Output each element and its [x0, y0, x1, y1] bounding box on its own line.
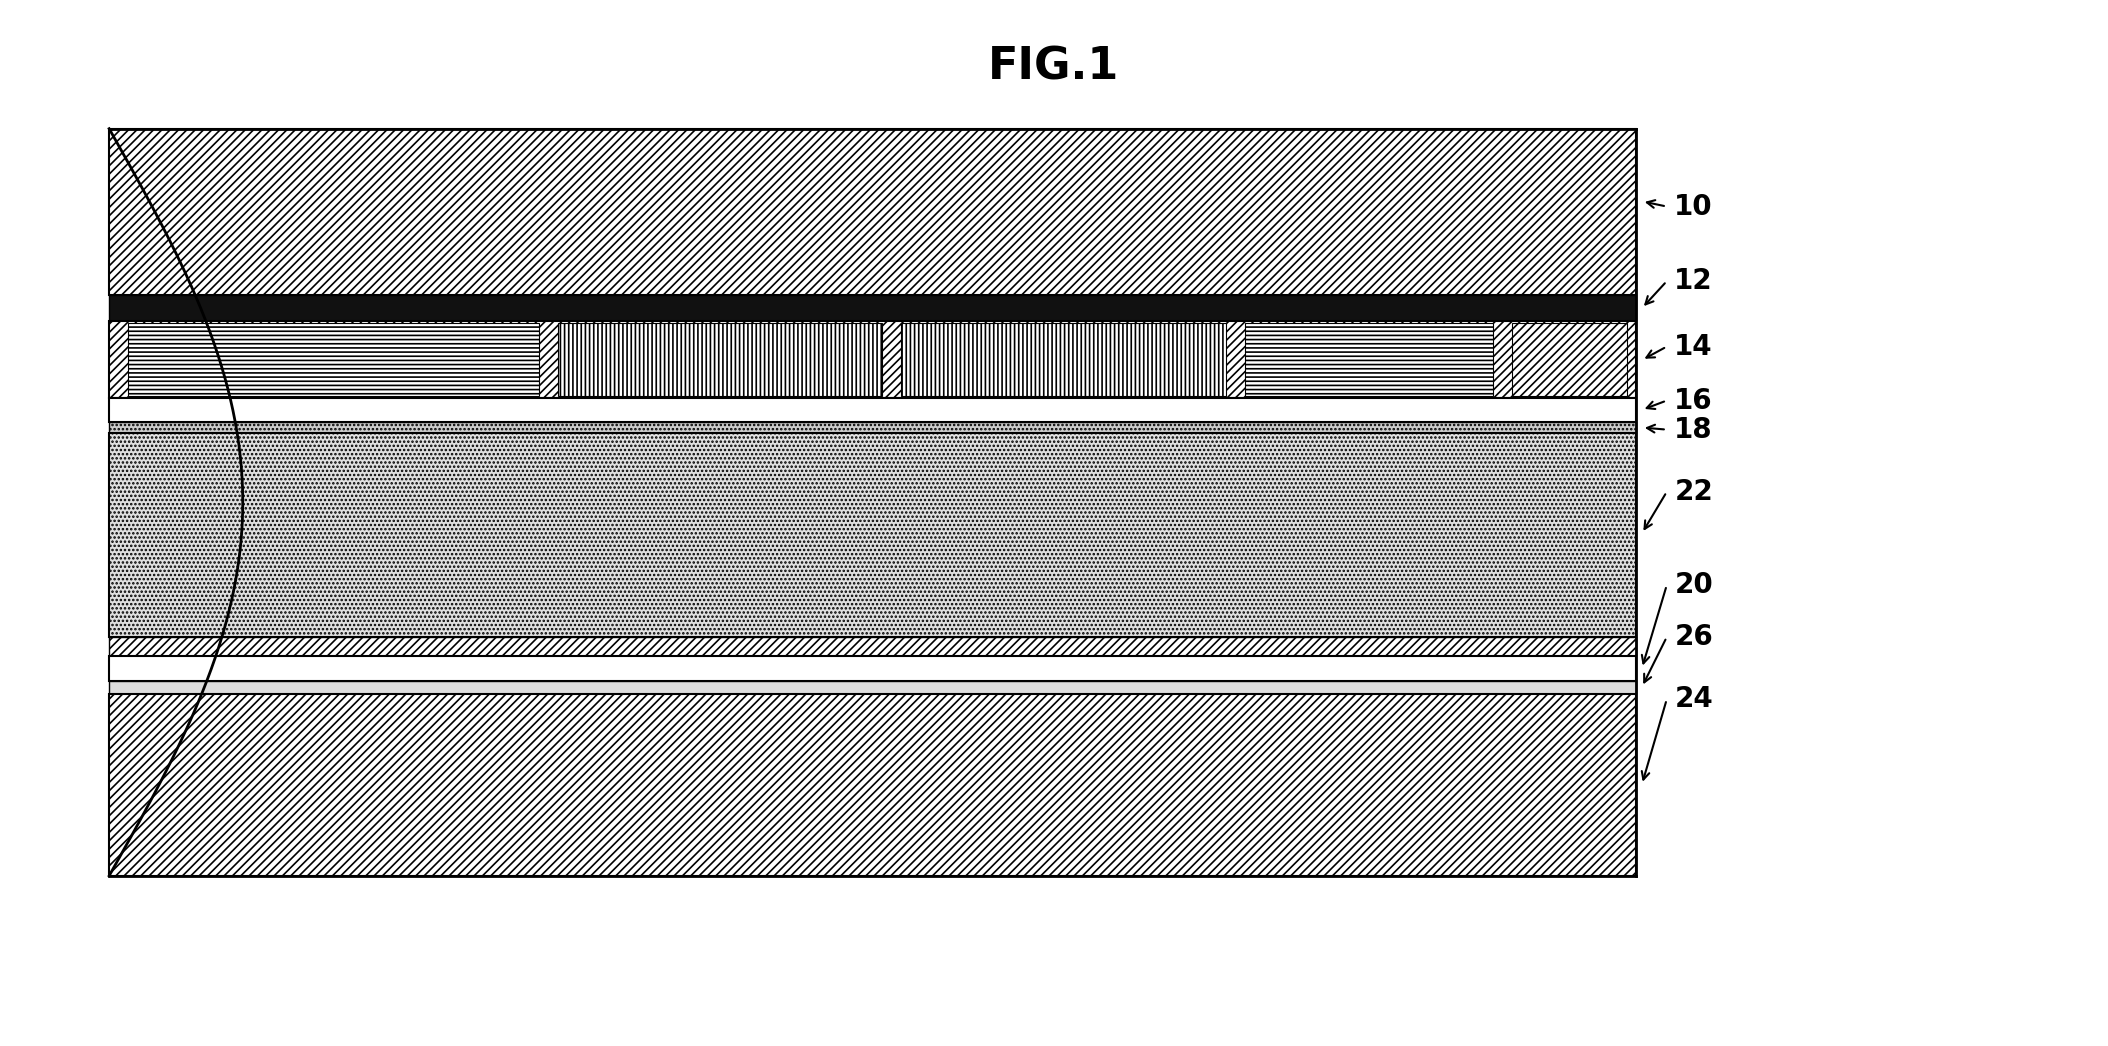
Text: 12: 12 [1674, 267, 1714, 295]
Bar [110, 656, 1636, 681]
Bar [110, 637, 1636, 656]
Text: 18: 18 [1674, 415, 1714, 444]
Bar [1511, 323, 1627, 396]
Bar [110, 681, 1636, 695]
Text: 14: 14 [1674, 333, 1714, 361]
Bar [110, 423, 1636, 433]
Text: 10: 10 [1674, 192, 1714, 221]
Bar [110, 695, 1636, 876]
Bar [559, 323, 883, 396]
Bar [110, 321, 1636, 399]
Bar [110, 295, 1636, 321]
Text: 16: 16 [1674, 387, 1714, 414]
Bar [129, 323, 540, 396]
Text: 26: 26 [1674, 623, 1714, 652]
Text: 24: 24 [1674, 685, 1714, 713]
Bar [902, 323, 1225, 396]
Bar [110, 399, 1636, 423]
Text: 20: 20 [1674, 571, 1714, 599]
Text: 22: 22 [1674, 478, 1714, 506]
Text: FIG.1: FIG.1 [989, 46, 1119, 89]
Bar [110, 433, 1636, 637]
Bar [110, 129, 1636, 295]
Bar [1246, 323, 1492, 396]
